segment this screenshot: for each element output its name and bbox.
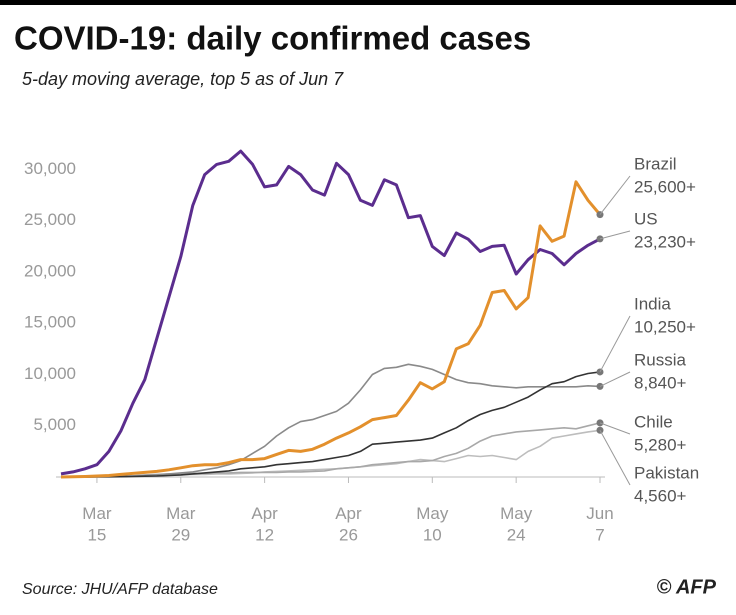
leader	[599, 371, 631, 387]
series-line	[60, 371, 601, 478]
series-name: Brazil	[634, 154, 677, 173]
series-name: India	[634, 294, 671, 313]
end-label: 25,600+	[634, 177, 696, 196]
y-tick-label: 10,000	[24, 364, 76, 383]
y-tick-label: 20,000	[24, 261, 76, 280]
end-label: 23,230+	[634, 232, 696, 251]
leader	[599, 175, 631, 215]
x-tick-label: May 10	[416, 504, 449, 544]
credit: © AFP	[656, 576, 716, 598]
chart-title: COVID-19: daily confirmed cases	[14, 20, 531, 57]
x-tick-label: May 24	[500, 504, 533, 544]
chart-subtitle: 5-day moving average, top 5 as of Jun 7	[22, 69, 344, 89]
series-name: Pakistan	[634, 463, 699, 482]
y-tick-label: 25,000	[24, 210, 76, 229]
x-tick-label: Apr 12	[251, 504, 278, 544]
x-tick-label: Mar 29	[166, 504, 196, 544]
x-tick-label: Mar 15	[82, 504, 112, 544]
series-line	[60, 149, 601, 476]
end-label: 8,840+	[634, 373, 687, 392]
y-tick-label: 15,000	[24, 313, 76, 332]
leader	[599, 315, 631, 373]
series-line	[60, 180, 602, 479]
end-label: 4,560+	[634, 486, 687, 505]
leader	[599, 422, 631, 435]
top-bar	[0, 0, 736, 5]
series-line	[60, 363, 601, 478]
series-name: US	[634, 209, 658, 228]
y-tick-label: 30,000	[24, 159, 76, 178]
leader	[599, 230, 631, 240]
end-label: 10,250+	[634, 317, 696, 336]
source: Source: JHU/AFP database	[22, 581, 218, 598]
x-tick-label: Jun 7	[586, 504, 613, 544]
x-tick-label: Apr 26	[335, 504, 362, 544]
leader	[599, 430, 631, 486]
series-name: Chile	[634, 412, 673, 431]
y-tick-label: 5,000	[33, 415, 76, 434]
series-name: Russia	[634, 350, 687, 369]
end-label: 5,280+	[634, 435, 687, 454]
